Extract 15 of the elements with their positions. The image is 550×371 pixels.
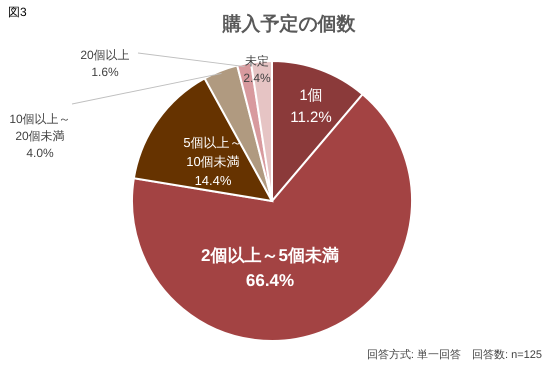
slice-label: 10個以上～ 20個未満 — [9, 112, 71, 143]
data-label: 66.4% — [246, 271, 294, 290]
text: 回答方式: 単一回答 回答数: n=125 — [366, 348, 542, 361]
data-label: 1.6% — [91, 65, 119, 79]
data-label: 11.2% — [290, 109, 332, 126]
slice-label: 2個以上～5個未満 — [201, 246, 339, 265]
slice-label: 1個 — [299, 87, 323, 104]
data-label: 14.4% — [194, 173, 232, 188]
slice-label: 5個以上～ 10個未満 — [183, 135, 243, 169]
slice-label: 未定 — [245, 54, 269, 68]
data-label: 2.4% — [243, 71, 271, 85]
slice-label: 20個以上 — [80, 48, 130, 62]
caption: 図3 — [8, 5, 27, 19]
chart-title: 購入予定の個数 — [222, 13, 356, 35]
data-label: 4.0% — [26, 146, 54, 160]
